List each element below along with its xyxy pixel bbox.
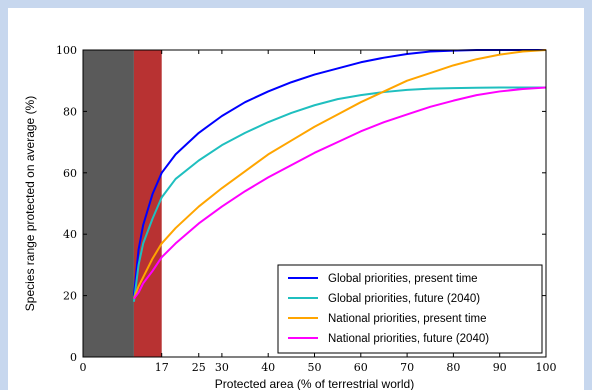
series-line-1 [132,86,546,302]
y-tick-label: 20 [63,290,77,303]
x-tick-label: 25 [192,361,206,374]
legend: Global priorities, present time Global pr… [277,264,543,354]
series-line-2 [132,49,547,300]
protected-area-line-chart: 0 17 25 30 40 50 60 70 80 90 100 0 20 40 60 80 100 Prote… [23,44,557,390]
legend-label-0: Global priorities, present time [328,273,478,285]
x-tick-label: 90 [493,361,507,374]
y-tick-label: 80 [63,105,77,118]
y-axis-label: Species range protected on average (%) [23,96,37,311]
y-tick-label: 100 [56,44,77,57]
y-tick-label: 0 [70,351,77,364]
x-tick-label: 100 [536,361,557,374]
series-lines [132,49,547,302]
figure-card: 0 17 25 30 40 50 60 70 80 90 100 0 20 40 60 80 100 Prote… [8,8,584,390]
series-line-3 [133,86,547,300]
legend-label-3: National priorities, future (2040) [328,333,489,345]
legend-label-2: National priorities, present time [328,313,487,325]
x-tick-label: 0 [80,361,87,374]
shaded-regions [83,50,162,357]
y-tick-label: 60 [63,167,77,180]
x-tick-label: 40 [261,361,275,374]
x-tick-label: 30 [215,361,229,374]
shaded-region-0 [83,50,134,357]
axis-ticks: 0 17 25 30 40 50 60 70 80 90 100 0 20 40 60 80 100 [56,44,557,374]
x-tick-label: 50 [308,361,322,374]
x-tick-label: 70 [400,361,414,374]
x-tick-label: 17 [155,361,169,374]
x-tick-label: 80 [446,361,460,374]
y-tick-label: 40 [63,228,77,241]
x-axis-label: Protected area (% of terrestrial world) [215,377,414,390]
shaded-region-1 [133,50,162,357]
x-tick-label: 60 [354,361,368,374]
legend-box [277,264,543,354]
legend-label-1: Global priorities, future (2040) [328,293,480,305]
